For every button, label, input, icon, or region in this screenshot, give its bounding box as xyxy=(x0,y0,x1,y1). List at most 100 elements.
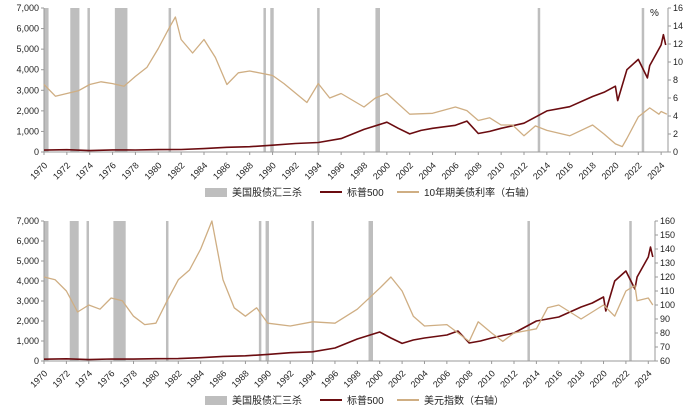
shaded-period-1 xyxy=(69,221,79,361)
right-tick-label-9: 150 xyxy=(660,230,675,240)
legend-shade-label: 美国股债汇三杀 xyxy=(232,394,302,407)
shaded-period-5 xyxy=(258,221,262,361)
right-axis-series-line xyxy=(43,220,654,343)
x-tick-label-25: 2020 xyxy=(588,368,609,389)
x-tick-label-3: 1976 xyxy=(97,160,118,181)
left-tick-label-3: 3,000 xyxy=(16,296,39,306)
right-axis-unit: % xyxy=(650,8,659,19)
x-tick-label-18: 2006 xyxy=(431,368,452,389)
shaded-period-10 xyxy=(629,221,632,361)
x-tick-label-9: 1988 xyxy=(230,368,251,389)
shaded-period-5 xyxy=(263,8,266,152)
shaded-period-0 xyxy=(44,8,49,152)
shaded-period-4 xyxy=(165,221,169,361)
x-tick-label-7: 1984 xyxy=(188,160,209,181)
chart-treasury-yield: 0 1,000 2,000 3,000 4,000 5,000 6,000 7,000 0 2 4 6… xyxy=(16,3,683,199)
legend-shade-label: 美国股债汇三杀 xyxy=(232,186,302,199)
x-tick-label-4: 1978 xyxy=(120,160,141,181)
legend-shade-swatch xyxy=(205,396,227,405)
left-tick-label-0: 0 xyxy=(34,356,39,366)
x-tick-label-16: 2002 xyxy=(386,368,407,389)
x-tick-label-6: 1982 xyxy=(162,368,183,389)
shaded-period-2 xyxy=(86,221,90,361)
right-tick-label-6: 12 xyxy=(673,39,683,49)
x-tick-label-7: 1984 xyxy=(185,368,206,389)
x-tick-label-6: 1982 xyxy=(165,160,186,181)
x-tick-label-24: 2018 xyxy=(565,368,586,389)
chart-dollar-index: 0 1,000 2,000 3,000 4,000 5,000 6,000 7,000 60 70… xyxy=(16,216,675,407)
left-tick-label-5: 5,000 xyxy=(16,44,39,54)
right-tick-label-4: 100 xyxy=(660,300,675,310)
left-tick-label-1: 1,000 xyxy=(16,126,39,136)
x-tick-label-25: 2020 xyxy=(600,160,621,181)
left-tick-label-2: 2,000 xyxy=(16,106,39,116)
right-tick-label-8: 140 xyxy=(660,244,675,254)
sp500-line xyxy=(43,246,654,361)
legend-line1-label: 标普500 xyxy=(347,394,384,407)
x-tick-label-19: 2008 xyxy=(453,368,474,389)
x-tick-label-20: 2010 xyxy=(485,160,506,181)
legend-line2-label: 美元指数（右轴） xyxy=(424,394,504,407)
x-tick-label-14: 1998 xyxy=(348,160,369,181)
x-tick-label-5: 1980 xyxy=(142,160,163,181)
shaded-period-3 xyxy=(113,221,126,361)
right-axis-series-line xyxy=(43,16,668,148)
x-tick-label-5: 1980 xyxy=(140,368,161,389)
right-tick-label-1: 70 xyxy=(660,342,670,352)
right-tick-label-3: 90 xyxy=(660,314,670,324)
x-tick-label-21: 2012 xyxy=(498,368,519,389)
shaded-period-10 xyxy=(641,8,645,152)
right-tick-label-7: 130 xyxy=(660,258,675,268)
left-tick-label-4: 4,000 xyxy=(16,276,39,286)
x-tick-label-23: 2016 xyxy=(543,368,564,389)
right-tick-label-4: 8 xyxy=(673,75,678,85)
x-tick-label-16: 2002 xyxy=(394,160,415,181)
x-tick-label-4: 1978 xyxy=(118,368,139,389)
x-tick-label-12: 1994 xyxy=(297,368,318,389)
x-tick-label-10: 1990 xyxy=(257,160,278,181)
x-tick-label-10: 1990 xyxy=(252,368,273,389)
x-tick-label-9: 1988 xyxy=(234,160,255,181)
x-tick-label-15: 2000 xyxy=(371,160,392,181)
x-tick-label-14: 1998 xyxy=(342,368,363,389)
x-tick-label-0: 1970 xyxy=(28,160,49,181)
left-tick-label-6: 6,000 xyxy=(16,24,39,34)
shaded-period-7 xyxy=(311,221,314,361)
right-tick-label-2: 80 xyxy=(660,328,670,338)
x-tick-label-12: 1994 xyxy=(302,160,323,181)
shaded-period-6 xyxy=(270,8,274,152)
shaded-period-4 xyxy=(168,8,172,152)
right-tick-label-8: 16 xyxy=(673,3,683,13)
x-tick-label-17: 2004 xyxy=(409,368,430,389)
left-tick-label-0: 0 xyxy=(34,147,39,157)
x-tick-label-27: 2024 xyxy=(645,160,666,181)
x-tick-label-20: 2010 xyxy=(476,368,497,389)
x-tick-label-19: 2008 xyxy=(462,160,483,181)
right-tick-label-6: 120 xyxy=(660,272,675,282)
left-tick-label-6: 6,000 xyxy=(16,236,39,246)
x-tick-label-11: 1992 xyxy=(280,160,301,181)
sp500-line xyxy=(43,33,667,152)
right-tick-label-0: 0 xyxy=(673,147,678,157)
left-tick-label-2: 2,000 xyxy=(16,316,39,326)
right-tick-label-1: 2 xyxy=(673,129,678,139)
left-tick-label-1: 1,000 xyxy=(16,336,39,346)
x-tick-label-23: 2016 xyxy=(554,160,575,181)
shaded-period-9 xyxy=(537,8,541,152)
x-tick-label-2: 1974 xyxy=(74,160,95,181)
legend-line2-label: 10年期美债利率（右轴） xyxy=(424,186,535,199)
x-tick-label-1: 1972 xyxy=(51,368,72,389)
x-tick-label-26: 2022 xyxy=(610,368,631,389)
x-tick-label-15: 2000 xyxy=(364,368,385,389)
shaded-period-8 xyxy=(375,8,380,152)
x-tick-label-2: 1974 xyxy=(73,368,94,389)
shaded-period-0 xyxy=(44,221,49,361)
x-tick-label-26: 2022 xyxy=(622,160,643,181)
x-tick-label-27: 2024 xyxy=(632,368,653,389)
shaded-period-8 xyxy=(368,221,373,361)
shaded-period-1 xyxy=(70,8,80,152)
left-tick-label-7: 7,000 xyxy=(16,216,39,226)
left-tick-label-4: 4,000 xyxy=(16,65,39,75)
shaded-period-2 xyxy=(87,8,90,152)
